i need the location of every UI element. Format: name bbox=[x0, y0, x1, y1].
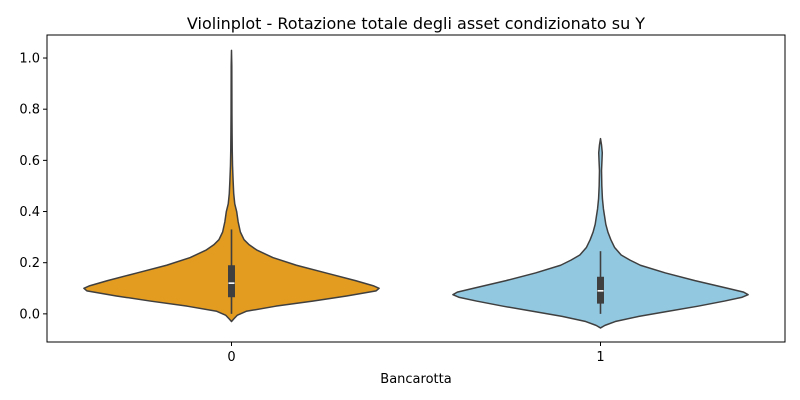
y-tick-label-1.0: 1.0 bbox=[19, 52, 40, 67]
violin-body-0 bbox=[83, 49, 380, 323]
plot-frame bbox=[46, 34, 786, 343]
violin-group-0 bbox=[83, 49, 380, 323]
violin-iqr-box-0 bbox=[228, 265, 235, 298]
axes-layer: 0 1 0.0 0.2 0.4 0.6 0.8 1.0 bbox=[19, 52, 604, 365]
y-tick-label-0.6: 0.6 bbox=[19, 154, 40, 169]
y-tick-label-0.4: 0.4 bbox=[19, 205, 40, 220]
y-tick-label-0.2: 0.2 bbox=[19, 256, 40, 271]
x-axis-title: Bancarotta bbox=[380, 372, 451, 387]
violin-body-1 bbox=[452, 137, 749, 329]
violins-layer bbox=[83, 49, 749, 329]
violin-group-1 bbox=[452, 137, 749, 329]
x-tick-label-0: 0 bbox=[227, 350, 235, 365]
chart-title: Violinplot - Rotazione totale degli asse… bbox=[187, 14, 645, 33]
y-tick-label-0.8: 0.8 bbox=[19, 103, 40, 118]
y-tick-label-0.0: 0.0 bbox=[19, 307, 40, 322]
x-tick-label-1: 1 bbox=[596, 350, 604, 365]
